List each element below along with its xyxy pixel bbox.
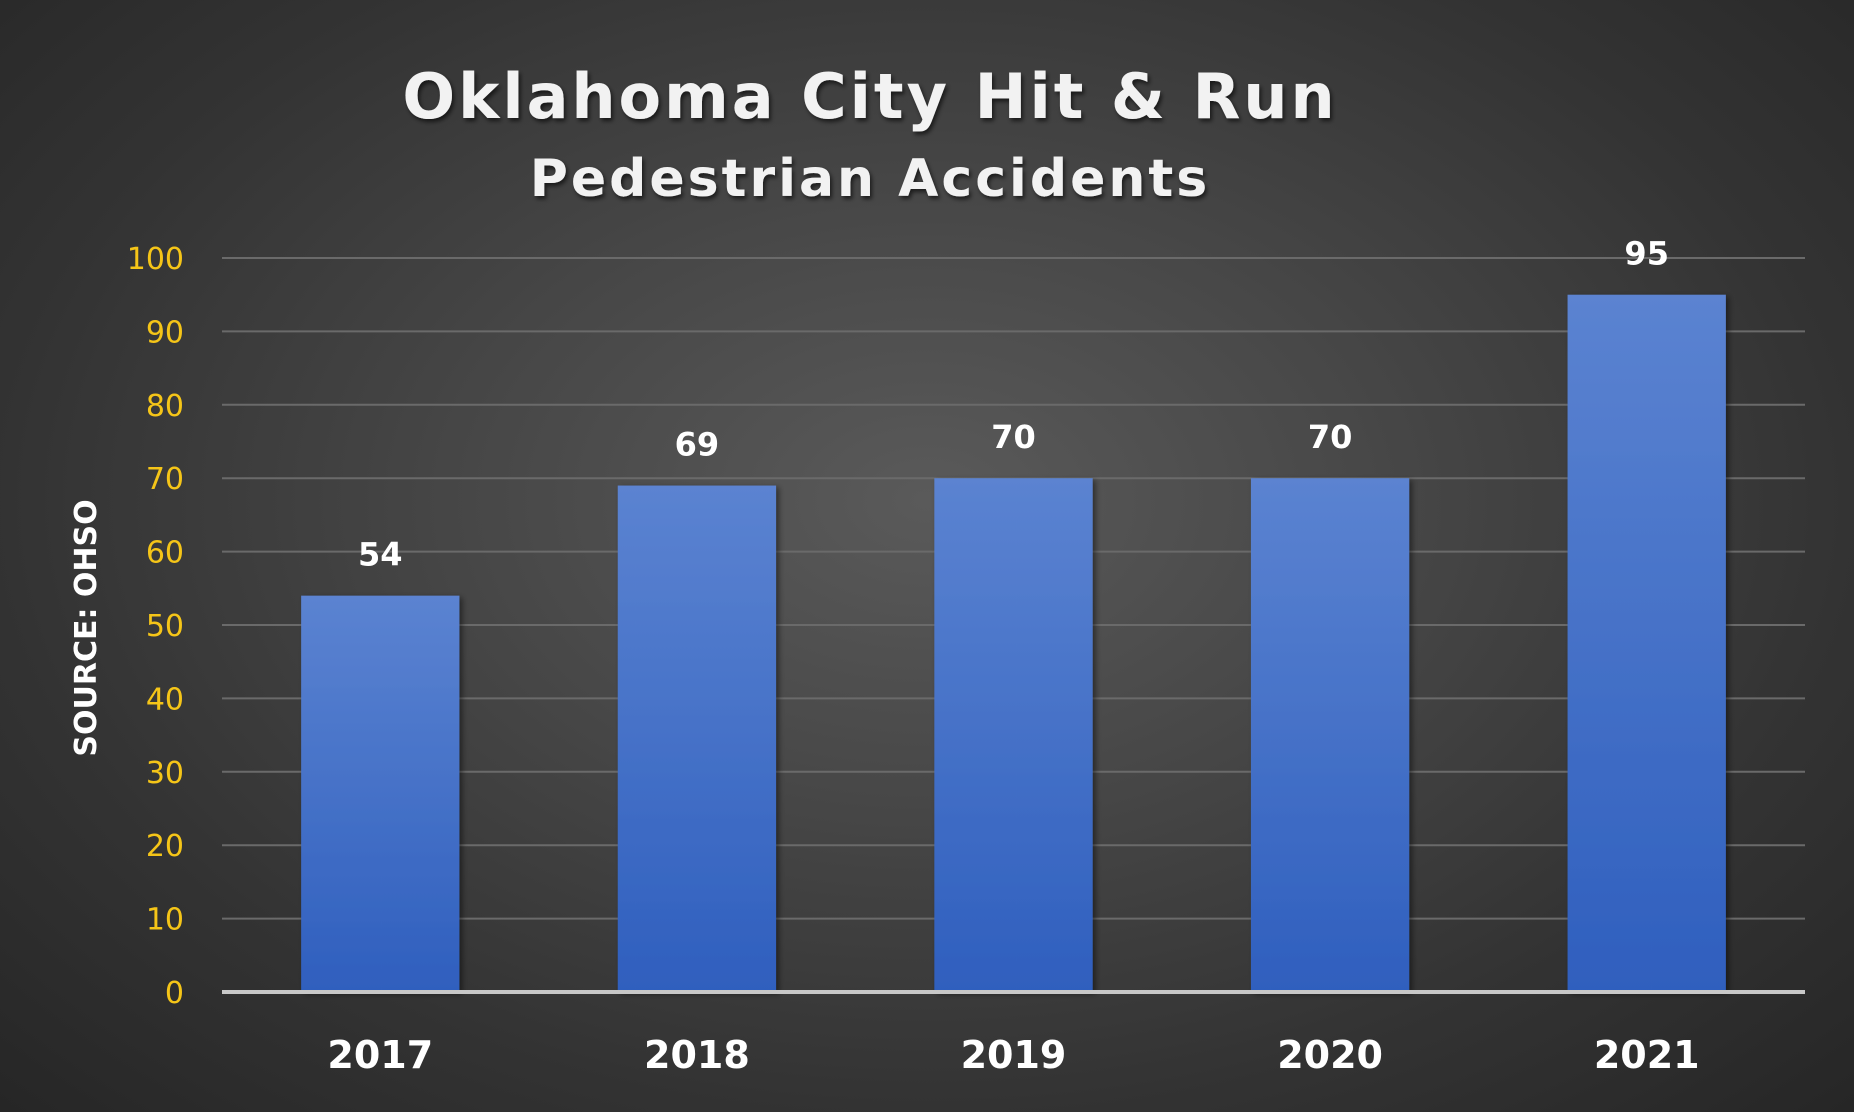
- x-axis-ticks: 2017 2018 2019 2020 2021: [327, 1033, 1699, 1077]
- y-axis-label: SOURCE: OHSO: [69, 499, 104, 756]
- y-tick-label: 100: [127, 242, 184, 277]
- x-tick-label-2020: 2020: [1277, 1033, 1383, 1077]
- data-label-2019: 70: [991, 418, 1036, 456]
- chart-title: Oklahoma City Hit & Run: [402, 60, 1337, 133]
- data-label-2020: 70: [1308, 418, 1353, 456]
- bar-2020: [1250, 478, 1410, 992]
- bars: [301, 294, 1726, 992]
- y-tick-label: 0: [165, 976, 184, 1011]
- y-axis-ticks: 0 10 20 30 40 50 60 70 80 90 100: [127, 242, 184, 1011]
- y-tick-label: 30: [146, 756, 184, 791]
- y-tick-label: 50: [146, 609, 184, 644]
- data-label-2017: 54: [358, 536, 403, 574]
- y-tick-label: 70: [146, 462, 184, 497]
- data-label-2018: 69: [675, 426, 720, 464]
- y-tick-label: 40: [146, 682, 184, 717]
- bar-2018: [617, 485, 777, 992]
- bar-2021: [1567, 294, 1726, 992]
- y-tick-label: 60: [146, 536, 184, 571]
- y-tick-label: 10: [146, 903, 184, 938]
- data-label-2021: 95: [1624, 235, 1669, 273]
- y-tick-label: 80: [146, 389, 184, 424]
- x-tick-label-2017: 2017: [327, 1033, 433, 1077]
- x-tick-label-2018: 2018: [644, 1033, 750, 1077]
- x-tick-label-2019: 2019: [961, 1033, 1067, 1077]
- bar-2019: [934, 478, 1093, 992]
- data-labels: 54 69 70 70 95: [358, 235, 1669, 574]
- bar-2017: [301, 595, 460, 992]
- chart-subtitle: Pedestrian Accidents: [530, 149, 1210, 209]
- y-tick-label: 90: [146, 315, 184, 350]
- y-tick-label: 20: [146, 829, 184, 864]
- x-tick-label-2021: 2021: [1594, 1033, 1700, 1077]
